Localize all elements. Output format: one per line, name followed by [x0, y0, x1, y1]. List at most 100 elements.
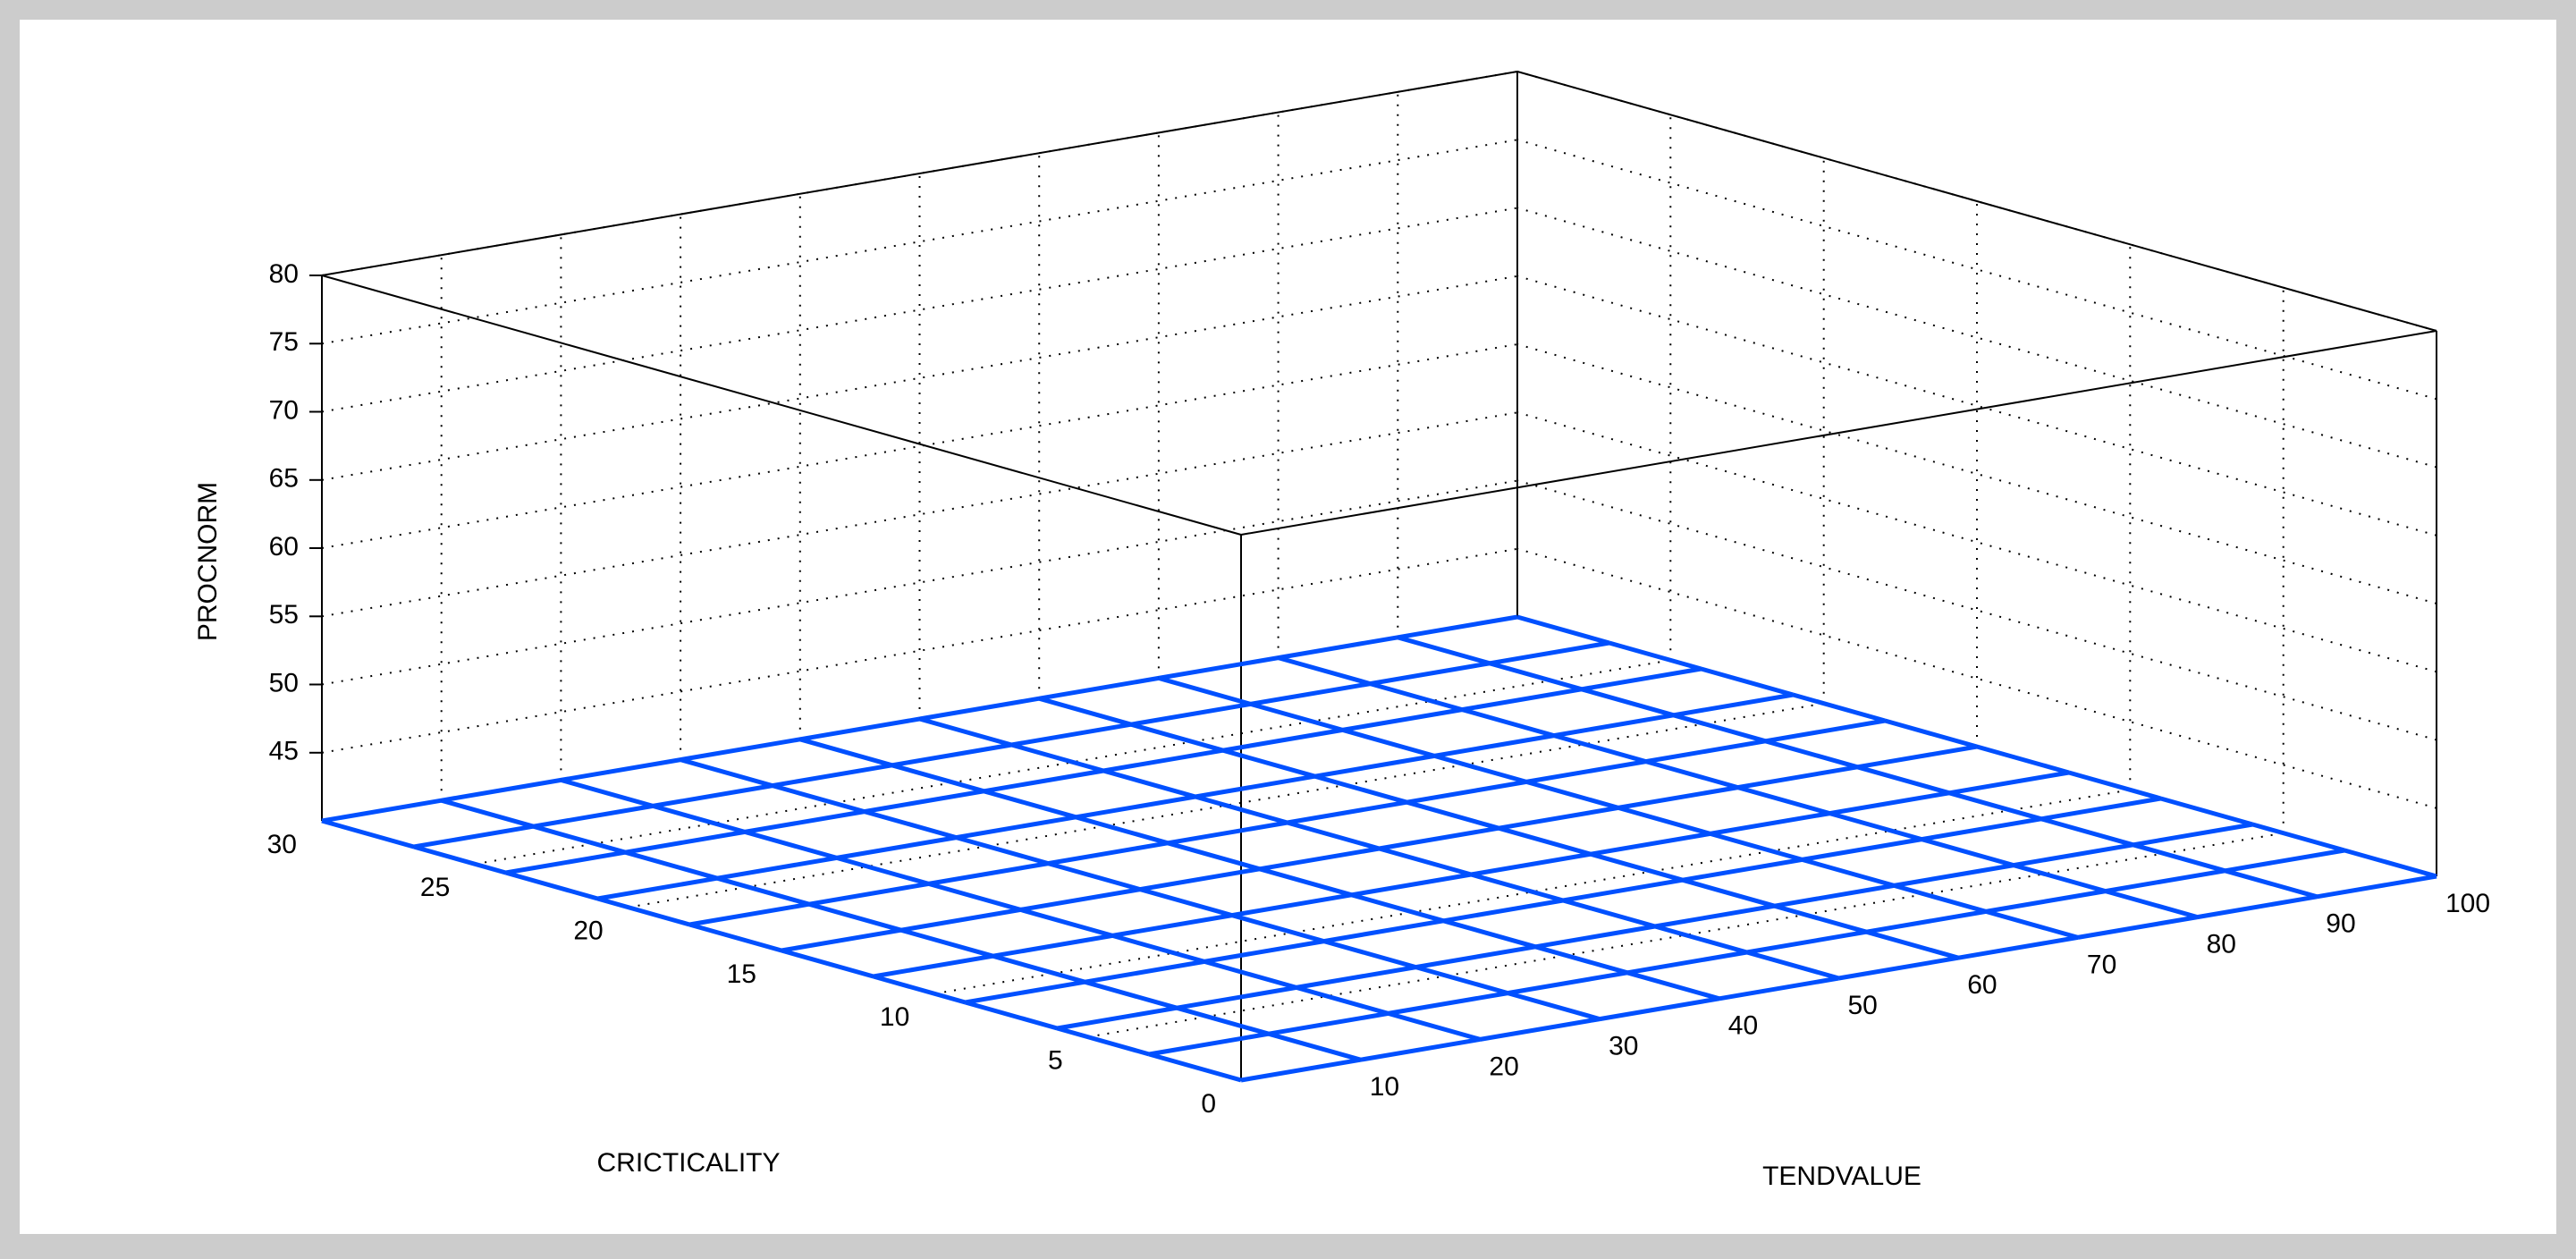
- surface-edge: [1516, 614, 1610, 646]
- surface-edge: [1250, 701, 1344, 732]
- z-tick-label: 50: [269, 668, 299, 697]
- surface-edge: [1222, 727, 1343, 753]
- surface-edge: [799, 737, 893, 768]
- surface-edge: [1442, 898, 1564, 924]
- surface-edge: [624, 849, 718, 881]
- surface-edge: [864, 789, 984, 815]
- surface-edge: [772, 783, 866, 815]
- z-tick-label: 75: [269, 327, 299, 357]
- surface-edge: [1433, 753, 1527, 784]
- surface-edge: [1351, 872, 1472, 898]
- surface-edge: [716, 875, 810, 907]
- x-tick-label: 10: [1370, 1072, 1399, 1102]
- surface-edge: [1773, 903, 1868, 934]
- surface-edge: [1525, 759, 1647, 784]
- surface-edge: [918, 716, 1012, 748]
- surface-edge: [688, 922, 782, 953]
- surface-edge: [1056, 1005, 1178, 1031]
- surface-edge: [1682, 857, 1803, 883]
- surface-edge: [680, 757, 773, 789]
- surface-edge: [1369, 681, 1463, 713]
- surface-edge: [1387, 1010, 1482, 1042]
- surface-edge: [983, 768, 1104, 794]
- y-tick-label: 5: [1048, 1046, 1063, 1076]
- surface-edge: [1884, 718, 1978, 749]
- surface-edge: [441, 777, 562, 803]
- surface-edge: [955, 835, 1049, 866]
- box-edge: [321, 71, 1518, 276]
- x-axis-label: TENDVALUE: [1762, 1162, 1921, 1191]
- plot-area: [20, 20, 2556, 1234]
- surface-edge: [2077, 915, 2199, 940]
- surface-edge: [1350, 892, 1445, 924]
- x-tick-label: 20: [1489, 1052, 1518, 1081]
- surface-edge: [1470, 872, 1564, 903]
- surface-edge: [1268, 1010, 1389, 1036]
- surface-edge: [652, 803, 746, 834]
- surface-edge: [836, 855, 930, 886]
- surface-edge: [1948, 770, 2070, 796]
- surface-edge: [799, 716, 920, 742]
- surface-edge: [1921, 837, 2014, 868]
- surface-edge: [1075, 794, 1196, 820]
- x-tick-label: 30: [1609, 1032, 1638, 1061]
- surface-edge: [900, 927, 994, 959]
- box-edge: [321, 275, 1242, 536]
- surface-edge: [1682, 877, 1776, 908]
- y-tick-label: 20: [573, 917, 603, 946]
- y-tick-label: 0: [1201, 1089, 1216, 1119]
- surface-edge: [1148, 1031, 1270, 1057]
- surface-edge: [1342, 707, 1463, 732]
- surface-edge: [533, 803, 654, 829]
- surface-edge: [1259, 866, 1353, 898]
- surface-edge: [1341, 727, 1435, 758]
- surface-edge: [992, 953, 1085, 984]
- surface-edge: [965, 979, 1085, 1005]
- surface-edge: [1010, 722, 1132, 748]
- surface-edge: [1231, 913, 1325, 944]
- surface-edge: [1378, 846, 1472, 877]
- surface-edge: [900, 907, 1021, 933]
- surface-edge: [1296, 965, 1416, 990]
- surface-edge: [321, 818, 415, 849]
- surface-edge: [1581, 687, 1675, 718]
- surface-edge: [1433, 733, 1555, 758]
- z-tick-label: 55: [269, 600, 299, 630]
- y-tick-label: 15: [727, 959, 756, 989]
- surface-edge: [808, 881, 930, 907]
- z-tick-label: 45: [269, 737, 299, 766]
- surface-edge: [1673, 692, 1794, 718]
- surface-edge: [1921, 816, 2042, 842]
- surface-edge: [2040, 796, 2162, 822]
- surface-edge: [652, 783, 773, 808]
- surface-edge: [983, 789, 1077, 820]
- x-tick-label: 50: [1848, 991, 1878, 1020]
- surface-edge: [1158, 675, 1252, 706]
- surface-edge: [1415, 944, 1536, 970]
- surface-edge: [1489, 640, 1610, 666]
- surface-edge: [2159, 796, 2254, 827]
- surface-edge: [505, 849, 626, 875]
- z-tick-label: 60: [269, 532, 299, 562]
- surface-edge: [1102, 748, 1224, 773]
- surface-edge: [1865, 908, 1987, 934]
- surface-edge: [1111, 933, 1205, 964]
- surface-edge: [1277, 655, 1372, 687]
- surface-edge: [1442, 918, 1536, 950]
- surface-edge: [1626, 970, 1720, 1001]
- surface-edge: [1195, 773, 1316, 799]
- surface-edge: [2133, 822, 2253, 848]
- z-axis-label: PROCNORM: [193, 482, 223, 641]
- surface-edge: [1415, 965, 1508, 996]
- surface-edge: [596, 896, 690, 927]
- surface-edge: [1976, 744, 2070, 775]
- surface-edge: [413, 824, 534, 849]
- surface-edge: [964, 1000, 1059, 1031]
- surface-edge: [1268, 1031, 1362, 1062]
- x-tick-label: 40: [1728, 1011, 1758, 1041]
- surface-edge: [2316, 874, 2437, 900]
- surface-edge: [2224, 868, 2318, 900]
- surface-edge: [1829, 811, 1922, 842]
- surface-edge: [1176, 984, 1297, 1010]
